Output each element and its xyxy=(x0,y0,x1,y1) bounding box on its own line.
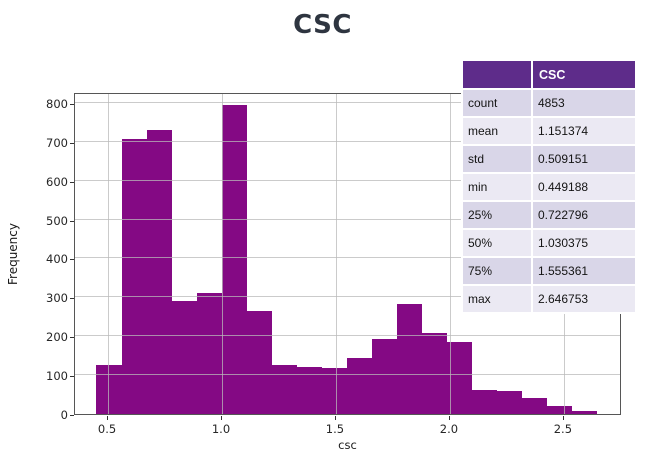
histogram-bar xyxy=(547,406,573,414)
x-tick-label: 1.5 xyxy=(325,422,345,436)
gridline-vertical xyxy=(449,94,451,414)
stat-label-cell: 75% xyxy=(463,258,531,284)
stat-label-cell: mean xyxy=(463,118,531,144)
stats-table: CSC count 4853 mean 1.151374 std 0.509151 min 0… xyxy=(461,59,637,314)
y-tick-label: 100 xyxy=(46,369,68,384)
stat-label-cell: min xyxy=(463,174,531,200)
stats-row: count 4853 xyxy=(463,90,635,116)
x-axis-label: csc xyxy=(338,438,357,452)
x-tick-label: 0.5 xyxy=(97,422,117,436)
y-tick-label: 600 xyxy=(46,174,68,189)
gridline-horizontal xyxy=(75,101,620,103)
stat-label-cell: count xyxy=(463,90,531,116)
histogram-bar xyxy=(196,292,222,414)
y-tick-mark xyxy=(70,415,74,416)
gridline-horizontal xyxy=(75,374,620,376)
stats-row: 25% 0.722796 xyxy=(463,202,635,228)
y-tick-label: 800 xyxy=(46,96,68,111)
y-tick-label: 500 xyxy=(46,213,68,228)
stats-row: 50% 1.030375 xyxy=(463,230,635,256)
gridline-horizontal xyxy=(75,335,620,337)
histogram-bar xyxy=(447,341,473,414)
histogram-bar xyxy=(497,391,523,414)
y-tick-label: 300 xyxy=(46,291,68,306)
histogram-bar xyxy=(522,397,548,414)
stats-row: std 0.509151 xyxy=(463,146,635,172)
stat-label-cell: 25% xyxy=(463,202,531,228)
stat-label-cell: max xyxy=(463,286,531,312)
y-tick-label: 200 xyxy=(46,330,68,345)
gridline-vertical xyxy=(108,94,110,414)
stats-header-empty-cell xyxy=(463,61,531,88)
histogram-bar xyxy=(346,358,372,414)
chart-title: CSC xyxy=(293,10,352,40)
stat-value-cell: 0.449188 xyxy=(533,174,635,200)
stats-header-row: CSC xyxy=(463,61,635,88)
gridline-horizontal xyxy=(75,140,620,142)
histogram-bar xyxy=(121,139,147,414)
x-tick-mark xyxy=(107,416,109,420)
y-tick-mark xyxy=(70,103,74,105)
stat-value-cell: 2.646753 xyxy=(533,286,635,312)
stats-row: max 2.646753 xyxy=(463,286,635,312)
gridline-vertical xyxy=(222,94,223,414)
stat-value-cell: 1.030375 xyxy=(533,230,635,256)
stat-value-cell: 0.509151 xyxy=(533,146,635,172)
histogram-bar xyxy=(396,304,422,414)
x-tick-mark xyxy=(221,416,222,420)
y-tick-mark xyxy=(70,337,74,339)
y-tick-mark xyxy=(70,298,74,300)
stat-value-cell: 4853 xyxy=(533,90,635,116)
histogram-bar xyxy=(371,338,397,414)
x-tick-mark xyxy=(562,416,564,420)
y-tick-mark xyxy=(70,181,74,183)
histogram-bar xyxy=(271,365,297,414)
gridline-horizontal xyxy=(75,257,620,259)
histogram-bar xyxy=(422,333,448,414)
stats-row: mean 1.151374 xyxy=(463,118,635,144)
histogram-bar xyxy=(171,300,197,414)
histogram-bar xyxy=(221,104,247,414)
histogram-bar xyxy=(572,410,598,414)
x-tick-label: 2.5 xyxy=(553,422,573,436)
stat-value-cell: 0.722796 xyxy=(533,202,635,228)
gridline-horizontal xyxy=(75,218,620,220)
y-tick-mark xyxy=(70,376,74,378)
stats-row: 75% 1.555361 xyxy=(463,258,635,284)
stat-label-cell: std xyxy=(463,146,531,172)
y-tick-label: 700 xyxy=(46,135,68,150)
gridline-horizontal xyxy=(75,179,620,181)
stat-value-cell: 1.151374 xyxy=(533,118,635,144)
histogram-bar xyxy=(146,130,172,414)
histogram-bar xyxy=(246,310,272,414)
y-tick-mark xyxy=(70,259,74,261)
x-tick-mark xyxy=(448,416,450,420)
histogram-bar xyxy=(472,390,498,414)
y-tick-mark xyxy=(70,220,74,222)
stat-label-cell: 50% xyxy=(463,230,531,256)
x-tick-mark xyxy=(334,416,336,420)
gridline-vertical xyxy=(335,94,337,414)
x-tick-label: 2.0 xyxy=(439,422,459,436)
y-tick-label: 0 xyxy=(60,408,68,422)
y-axis-label: Frequency xyxy=(6,223,20,285)
y-tick-mark xyxy=(70,142,74,144)
gridline-horizontal xyxy=(75,296,620,298)
x-tick-label: 1.0 xyxy=(211,422,231,436)
histogram-bar xyxy=(321,368,347,414)
y-tick-label: 400 xyxy=(46,252,68,267)
stats-header-csc-cell: CSC xyxy=(533,61,635,88)
stat-value-cell: 1.555361 xyxy=(533,258,635,284)
stats-row: min 0.449188 xyxy=(463,174,635,200)
